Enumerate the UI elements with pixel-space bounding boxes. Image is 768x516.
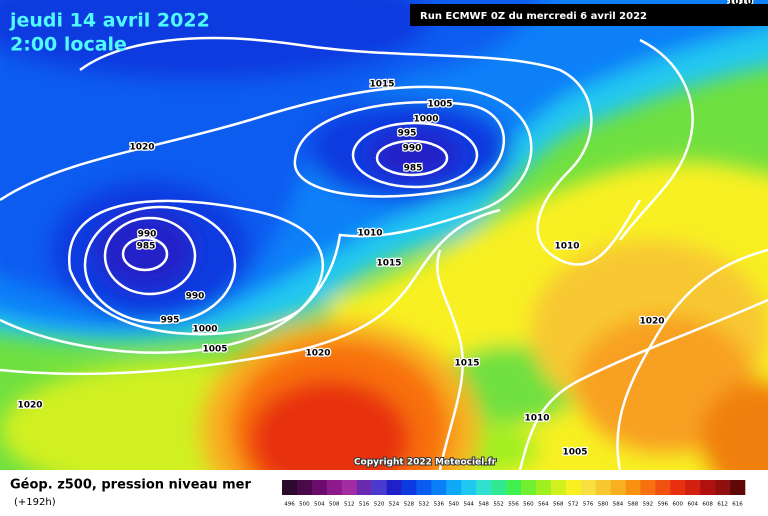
isobar-label: 995 [161, 316, 180, 326]
isobar-label: 1000 [413, 115, 438, 125]
isobar-label: 1000 [192, 325, 217, 335]
colorbar-swatch [386, 480, 402, 495]
colorbar-swatch [640, 480, 656, 495]
colorbar-label: 528 [404, 502, 415, 508]
colorbar-swatch [296, 480, 313, 495]
colorbar: 496 500 504 508 512 516 520 524 528 532 536 540 544 5… [282, 480, 746, 508]
isobar-label: 985 [137, 242, 156, 252]
colorbar-swatch [730, 480, 746, 495]
colorbar-label: 592 [643, 502, 654, 508]
colorbar-swatch [550, 480, 567, 495]
colorbar-label: 560 [523, 502, 534, 508]
isobar-label: 1005 [562, 448, 587, 458]
colorbar-label: 540 [449, 502, 460, 508]
map-date: jeudi 14 avril 2022 [9, 10, 210, 32]
colorbar-label: 516 [359, 502, 370, 508]
footer-title: Géop. z500, pression niveau mer [10, 478, 251, 493]
colorbar-label: 552 [493, 502, 504, 508]
isobar-label: 995 [398, 129, 417, 139]
isobar-label: 985 [404, 164, 423, 174]
isobars [0, 36, 768, 470]
isobar-label: 990 [138, 230, 157, 240]
isobar-label: 1015 [454, 359, 479, 369]
run-box [410, 4, 768, 26]
colorbar-swatch [655, 480, 671, 495]
isobar-label: 1015 [376, 259, 401, 269]
isobar-label: 1020 [639, 317, 664, 327]
colorbar-label: 584 [613, 502, 624, 508]
colorbar-swatch [685, 480, 701, 495]
colorbar-label: 504 [314, 502, 325, 508]
map-time: 2:00 locale [10, 34, 127, 56]
colorbar-swatch [535, 480, 552, 495]
footer-lead: (+192h) [14, 497, 56, 508]
colorbar-label: 544 [463, 502, 474, 508]
colorbar-swatch [446, 480, 462, 495]
colorbar-label: 608 [702, 502, 713, 508]
isobar-label: 990 [403, 144, 422, 154]
colorbar-swatch [491, 480, 507, 495]
isobar-label: 1010 [524, 414, 549, 424]
isobar-label: 1020 [17, 401, 42, 411]
colorbar-swatch [416, 480, 432, 495]
colorbar-swatch [715, 480, 731, 495]
isobar-labels: 1015 1005 1000 995 990 985 1020 990 985 990 995 100… [16, 0, 754, 459]
colorbar-swatch [580, 480, 596, 495]
colorbar-label: 580 [598, 502, 609, 508]
colorbar-swatch [356, 480, 372, 495]
colorbar-swatch [670, 480, 686, 495]
colorbar-label: 568 [553, 502, 564, 508]
colorbar-swatch [506, 480, 522, 495]
colorbar-label: 524 [389, 502, 400, 508]
colorbar-label: 604 [687, 502, 698, 508]
colorbar-swatch [311, 480, 328, 495]
colorbar-label: 596 [658, 502, 669, 508]
colorbar-label: 556 [508, 502, 519, 508]
isobar-label: 1010 [357, 229, 382, 239]
colorbar-label: 548 [478, 502, 489, 508]
colorbar-label: 508 [329, 502, 340, 508]
colorbar-swatch [625, 480, 641, 495]
colorbar-swatch [700, 480, 716, 495]
colorbar-swatch [431, 480, 447, 495]
isobar-label: 1020 [129, 143, 154, 153]
colorbar-swatch [341, 480, 357, 495]
isobar-label: 1015 [369, 80, 394, 90]
colorbar-label: 612 [717, 502, 728, 508]
colorbar-label: 512 [344, 502, 355, 508]
colorbar-swatch [610, 480, 626, 495]
colorbar-swatch [565, 480, 582, 495]
colorbar-label: 616 [732, 502, 743, 508]
colorbar-label: 588 [628, 502, 639, 508]
colorbar-label: 572 [568, 502, 579, 508]
colorbar-label: 576 [583, 502, 594, 508]
run-info: Run ECMWF 0Z du mercredi 6 avril 2022 [420, 11, 647, 22]
copyright: Copyright 2022 Meteociel.fr [354, 458, 497, 468]
colorbar-swatch [461, 480, 477, 495]
colorbar-swatch [476, 480, 492, 495]
isobar-label: 1005 [427, 100, 452, 110]
colorbar-swatch [326, 480, 343, 495]
colorbar-swatch [282, 480, 298, 495]
isobar-label: 1005 [202, 345, 227, 355]
isobar-label: 990 [186, 292, 205, 302]
colorbar-label: 536 [434, 502, 445, 508]
colorbar-label: 496 [284, 502, 295, 508]
colorbar-label: 564 [538, 502, 549, 508]
colorbar-swatch [371, 480, 387, 495]
colorbar-label: 520 [374, 502, 385, 508]
isobar-label: 1020 [305, 349, 330, 359]
colorbar-swatch [520, 480, 537, 495]
colorbar-label: 500 [299, 502, 310, 508]
colorbar-label: 532 [419, 502, 430, 508]
colorbar-label: 600 [673, 502, 684, 508]
colorbar-swatch [401, 480, 417, 495]
colorbar-swatch [595, 480, 611, 495]
isobar-label: 1010 [554, 242, 579, 252]
